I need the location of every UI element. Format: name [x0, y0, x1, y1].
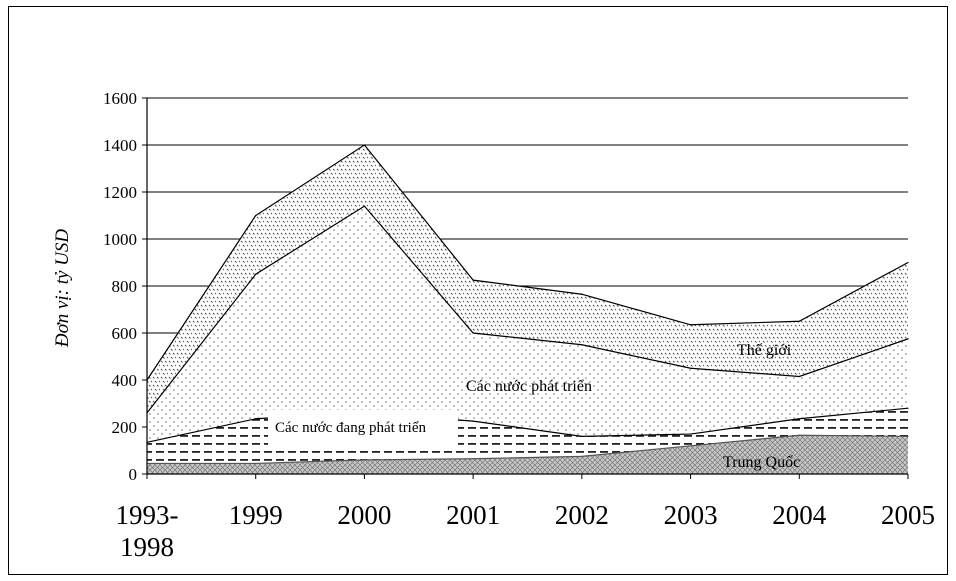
- y-tick-label: 800: [112, 277, 138, 296]
- data-point: [472, 332, 474, 334]
- y-tick-label: 1200: [103, 183, 137, 202]
- y-tick-label: 0: [129, 465, 138, 484]
- series-areas: [147, 145, 908, 474]
- data-point: [472, 279, 474, 281]
- y-tick-label: 1000: [103, 230, 137, 249]
- data-point: [581, 435, 583, 437]
- y-tick-label: 200: [112, 418, 138, 437]
- data-point: [581, 455, 583, 457]
- area-trung-quoc: [147, 435, 908, 474]
- series-label-developed: Các nước phát triển: [466, 378, 592, 395]
- data-point: [689, 445, 692, 447]
- series-labels: Các nước đang phát triển Các nước phát tr…: [268, 342, 800, 471]
- data-point: [689, 433, 692, 435]
- data-point: [363, 459, 366, 461]
- data-point: [907, 407, 909, 409]
- data-point: [907, 261, 909, 264]
- data-point: [798, 375, 800, 378]
- y-tick-label: 1600: [103, 89, 137, 108]
- line-cac-nuoc-phat-trien: [146, 205, 909, 414]
- y-tick-label: 1400: [103, 136, 137, 155]
- axes: [142, 97, 909, 479]
- label-box-developing: [268, 410, 458, 448]
- x-tick-label: 2001: [446, 500, 500, 530]
- x-tick-label: 2003: [664, 500, 718, 530]
- data-point: [581, 293, 583, 295]
- x-tick-label: 1999: [229, 500, 283, 530]
- line-the-gioi: [146, 144, 909, 381]
- x-tick-label: 2002: [555, 500, 609, 530]
- data-point: [581, 344, 583, 346]
- x-tick-label: 1993-1998: [116, 500, 179, 562]
- data-point: [689, 367, 692, 369]
- data-point: [363, 205, 366, 207]
- data-point: [255, 273, 257, 275]
- series-label-developing: Các nước đang phát triển: [275, 420, 427, 436]
- data-point: [472, 458, 474, 460]
- y-tick-labels: 0 200 400 600 800 1000 1200 1400 1600: [103, 89, 137, 484]
- data-point: [907, 338, 909, 340]
- data-point: [798, 434, 800, 436]
- y-axis-label: Đơn vị: tỷ USD: [52, 229, 73, 349]
- x-tick-label: 2000: [337, 500, 391, 530]
- data-point: [255, 214, 257, 217]
- data-point: [689, 324, 692, 326]
- x-tick-label: 2005: [881, 500, 935, 530]
- data-point: [798, 418, 800, 420]
- chart-frame: [8, 6, 948, 575]
- data-point: [363, 144, 366, 146]
- data-point: [255, 418, 257, 420]
- x-tick-label: 2004: [772, 500, 827, 530]
- area-cac-nuoc-phat-trien: [147, 206, 908, 474]
- series-label-china: Trung Quốc: [723, 454, 800, 471]
- data-point: [472, 420, 474, 422]
- line-trung-quoc: [147, 434, 909, 465]
- x-tick-labels: 1993-1998 1999 2000 2001 2002 2003 2004 2005: [116, 500, 936, 562]
- y-tick-label: 400: [112, 371, 138, 390]
- y-tick-label: 600: [112, 324, 138, 343]
- series-label-world: Thế giới: [737, 342, 792, 359]
- data-point: [798, 320, 800, 322]
- data-point: [255, 462, 257, 465]
- data-point: [907, 435, 909, 437]
- series-lines: [146, 144, 909, 465]
